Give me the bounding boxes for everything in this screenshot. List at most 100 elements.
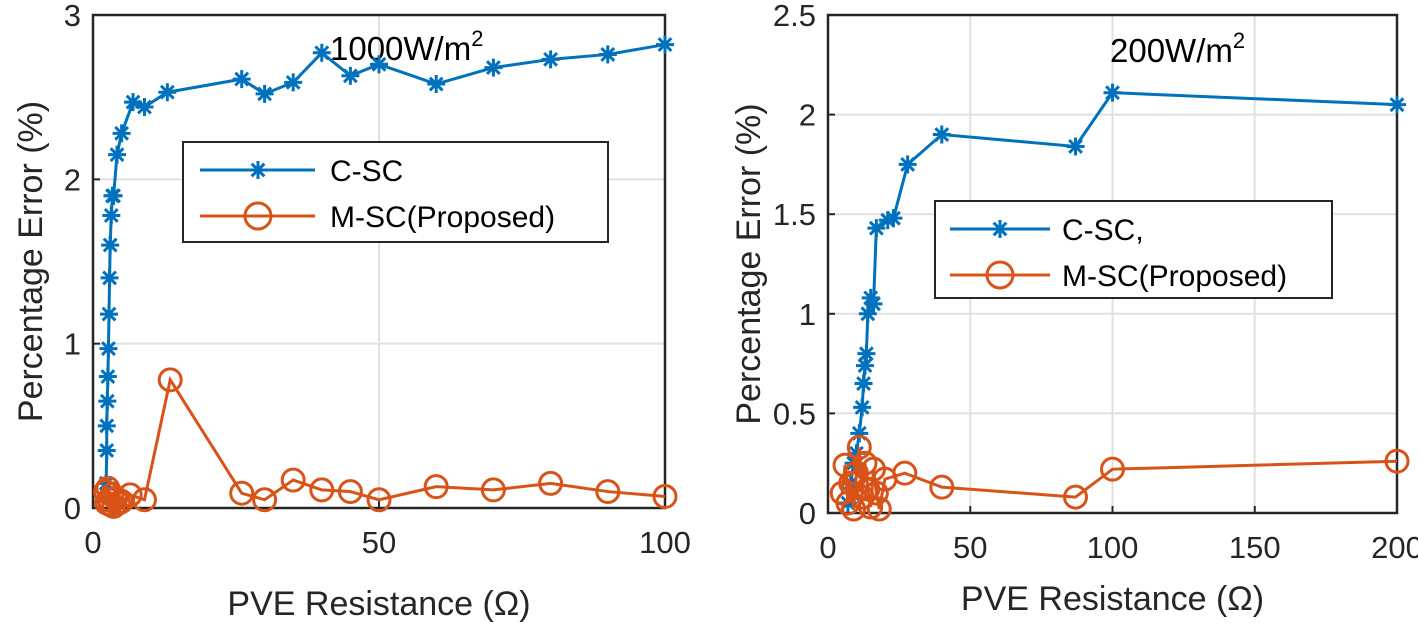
y-tick-label: 3	[64, 0, 81, 33]
asterisk-marker-stroke	[900, 156, 916, 172]
y-tick-label: 1.5	[773, 197, 816, 232]
asterisk-marker-stroke	[1105, 85, 1120, 101]
chart-1: 0 50 100 0 1 2 3 PVE Resistance (Ω) Percentage E…	[12, 0, 691, 623]
asterisk-marker-stroke	[103, 208, 119, 223]
data-point-circle	[423, 474, 449, 500]
data-point-asterisk	[255, 84, 274, 103]
x-tick-label: 0	[84, 525, 101, 560]
legend-box	[934, 200, 1333, 299]
data-point-circle	[866, 496, 892, 522]
asterisk-marker-stroke	[428, 76, 444, 92]
asterisk-marker-stroke	[485, 60, 501, 76]
data-point-circle	[863, 480, 889, 506]
data-point-asterisk	[854, 374, 873, 393]
data-point-asterisk	[100, 268, 119, 287]
data-point-asterisk	[102, 206, 121, 225]
data-point-circle	[538, 470, 564, 496]
legend-label: C-SC	[330, 155, 403, 188]
asterisk-marker-stroke	[854, 399, 870, 415]
asterisk-marker-stroke	[99, 418, 115, 434]
asterisk-marker-stroke	[99, 443, 115, 458]
legend-label: M-SC(Proposed)	[1062, 260, 1287, 293]
y-tick-label: 1	[64, 327, 81, 362]
data-point-asterisk	[541, 50, 560, 69]
data-point-circle	[1100, 456, 1125, 482]
asterisk-marker-stroke	[101, 306, 117, 322]
asterisk-marker-stroke	[285, 74, 301, 90]
x-tick-label: 100	[639, 525, 691, 560]
data-point-asterisk	[341, 66, 360, 85]
data-point-circle	[337, 479, 363, 505]
asterisk-marker-stroke	[543, 51, 559, 67]
asterisk-marker-stroke	[109, 147, 125, 163]
data-point-circle	[252, 487, 278, 513]
asterisk-marker-stroke	[342, 68, 358, 84]
data-point-circle	[157, 367, 183, 393]
legend-label: M-SC(Proposed)	[330, 201, 555, 234]
data-point-asterisk	[484, 58, 503, 77]
asterisk-marker-stroke	[858, 346, 874, 362]
y-tick-label: 0.5	[773, 396, 816, 431]
asterisk-marker-stroke	[106, 188, 122, 204]
asterisk-marker-stroke	[371, 56, 387, 72]
data-point-asterisk	[1066, 137, 1085, 156]
x-axis-label: PVE Resistance (Ω)	[227, 585, 530, 623]
asterisk-marker-stroke	[99, 393, 115, 409]
data-point-asterisk	[1388, 95, 1406, 114]
data-point-circle	[229, 480, 255, 506]
asterisk-marker-stroke	[863, 290, 879, 306]
y-tick-label: 1	[799, 297, 816, 332]
data-point-asterisk	[100, 305, 119, 324]
asterisk-marker-stroke	[250, 162, 266, 178]
data-point-circle	[1063, 484, 1089, 510]
data-point-asterisk	[108, 145, 127, 164]
y-tick-label: 2.5	[773, 0, 816, 33]
x-tick-label: 100	[1087, 530, 1139, 565]
data-point-asterisk	[898, 155, 917, 174]
asterisk-marker-stroke	[600, 47, 616, 62]
data-point-circle	[892, 460, 918, 486]
asterisk-marker-stroke	[1389, 97, 1405, 113]
data-point-asterisk	[98, 367, 117, 386]
y-tick-label: 0	[64, 491, 81, 526]
data-point-asterisk	[932, 125, 951, 144]
data-point-asterisk	[884, 209, 903, 228]
asterisk-marker-stroke	[992, 221, 1008, 237]
annotation-superscript: 2	[1233, 28, 1245, 53]
asterisk-marker-stroke	[101, 341, 116, 357]
x-axis-label: PVE Resistance (Ω)	[961, 580, 1264, 618]
asterisk-marker-stroke	[857, 358, 873, 374]
series-line-asterisk	[104, 43, 666, 484]
y-axis-label: Percentage Error (%)	[730, 103, 768, 424]
legend: C-SC M-SC(Proposed)	[182, 141, 609, 243]
data-point-asterisk	[112, 124, 131, 143]
data-point-asterisk	[135, 98, 154, 117]
legend-asterisk-marker	[249, 161, 267, 179]
asterisk-marker-stroke	[1068, 139, 1083, 154]
series-line-circle	[104, 375, 666, 507]
y-tick-label: 2	[64, 162, 81, 197]
asterisk-marker-stroke	[257, 86, 273, 102]
data-point-asterisk	[857, 344, 876, 363]
annotation-superscript: 2	[471, 26, 483, 51]
legend: C-SC, M-SC(Proposed)	[934, 200, 1333, 299]
asterisk-marker-stroke	[102, 270, 118, 286]
legend-label: C-SC,	[1062, 214, 1144, 247]
data-point-asterisk	[867, 219, 886, 238]
annotation-irradiance: 1000W/m2	[330, 26, 483, 67]
y-tick-label: 0	[799, 496, 816, 531]
x-tick-label: 150	[1229, 530, 1281, 565]
data-point-circle	[131, 487, 157, 513]
data-point-circle	[846, 434, 872, 460]
data-point-asterisk	[427, 75, 446, 94]
asterisk-marker-stroke	[137, 99, 152, 115]
data-point-asterisk	[99, 339, 118, 358]
data-point-circle	[366, 487, 392, 513]
asterisk-marker-stroke	[856, 376, 871, 391]
data-point-circle	[117, 482, 143, 508]
asterisk-marker-stroke	[934, 127, 950, 142]
data-point-asterisk	[1103, 83, 1122, 102]
asterisk-marker-stroke	[100, 369, 116, 384]
